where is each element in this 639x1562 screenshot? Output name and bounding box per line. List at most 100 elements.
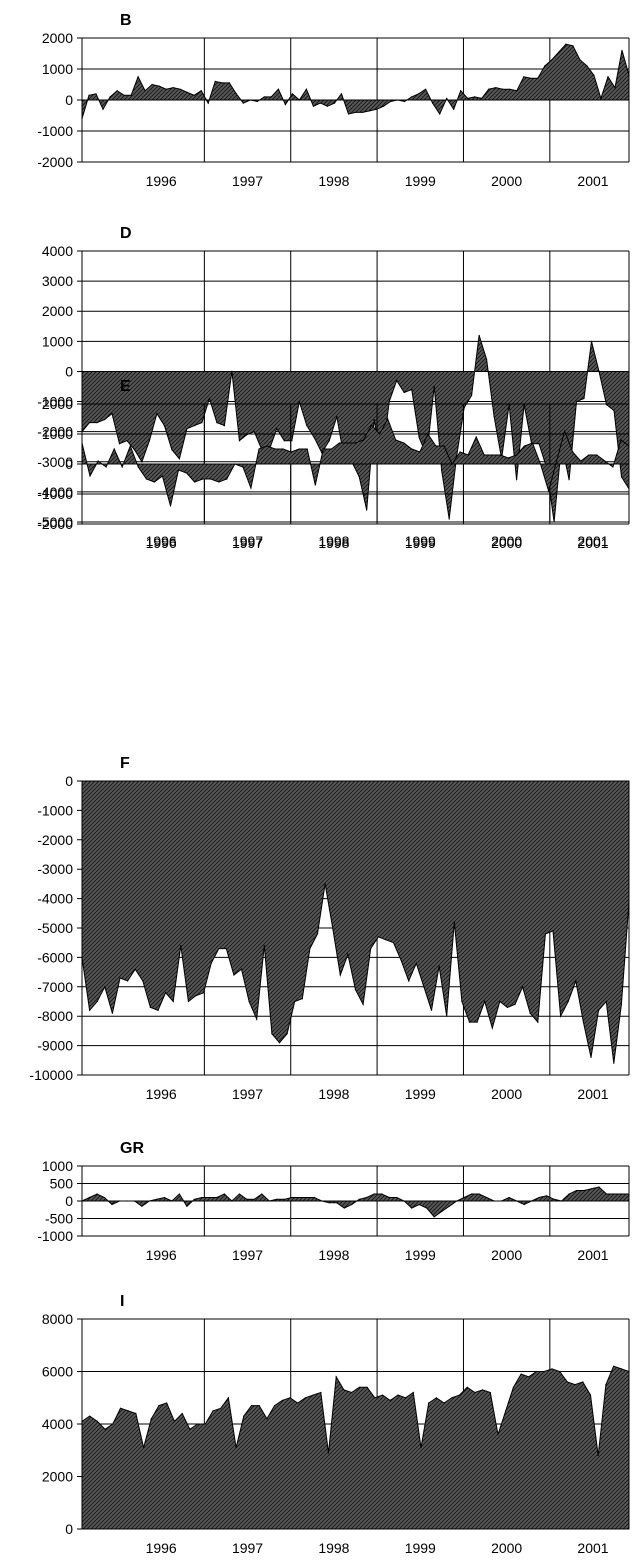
x-tick-label: 1997 [232,1540,263,1556]
data-point [427,433,429,435]
x-tick-label: 1996 [146,173,177,189]
data-point [238,440,240,442]
data-point [96,1193,98,1195]
data-point [491,1027,493,1029]
data-point [197,1423,199,1425]
data-point [374,1397,376,1399]
data-point [177,469,180,471]
data-point [370,948,372,950]
x-tick-label: 2000 [491,535,522,551]
data-point [105,466,107,468]
data-point [118,1200,121,1202]
data-point [186,91,188,93]
data-point [294,1000,296,1003]
y-tick-label: -7000 [37,979,73,995]
data-point [568,479,570,481]
data-point [322,448,324,450]
data-point [202,478,204,480]
data-point [290,451,292,453]
data-point [256,100,258,103]
data-point [145,478,147,480]
y-tick-label: 8000 [42,1311,73,1327]
data-point [451,463,453,465]
data-point [493,1200,495,1202]
data-point [362,439,365,441]
data-point [565,43,567,45]
x-tick-label: 1998 [318,1247,349,1263]
y-tick-label: 1000 [42,426,73,442]
data-point [528,1376,530,1378]
data-point [568,1193,570,1195]
data-point [403,1200,405,1202]
data-point [411,1207,413,1209]
data-point [156,413,158,415]
data-point [103,1196,106,1199]
data-point [419,451,421,453]
data-point [195,995,197,997]
data-point [468,1021,471,1023]
data-point [564,430,566,432]
data-point [268,1200,270,1202]
data-point [274,1405,276,1407]
data-point [358,476,360,478]
data-point [379,433,381,435]
y-tick-label: -8000 [37,1008,73,1024]
data-point [238,1193,240,1195]
data-point [516,1200,518,1202]
data-point [332,927,334,929]
data-point [208,397,210,400]
data-point [201,422,203,424]
data-point [148,440,150,442]
data-point [111,413,113,415]
data-point [336,416,338,418]
y-tick-label: -500 [45,1211,73,1227]
data-point [553,1198,555,1200]
data-point [186,428,188,430]
data-point [126,440,128,442]
data-point [471,1193,473,1195]
data-point [388,1196,390,1199]
data-point [467,97,469,99]
data-point [250,1405,253,1407]
data-point [193,1198,195,1200]
data-point [102,108,104,110]
data-point [443,445,445,447]
data-point [411,96,413,98]
x-tick-label: 1999 [405,1247,436,1263]
data-point [351,1203,353,1206]
data-point [489,1391,491,1394]
data-point [187,1000,189,1003]
data-point [572,451,574,453]
data-point [408,980,410,982]
data-point [242,102,244,104]
data-point [614,87,616,89]
data-point [383,105,385,107]
data-point [476,1021,478,1023]
data-point [89,1009,91,1011]
data-point [283,1198,285,1200]
data-point [96,1000,98,1003]
x-tick-label: 2001 [577,1247,608,1263]
data-point [258,1405,260,1407]
x-tick-label: 2000 [491,1540,522,1556]
y-tick-label: 2000 [42,1469,73,1485]
data-point [418,1203,420,1206]
data-point [113,448,115,450]
data-point [96,422,98,424]
data-point [604,460,606,462]
y-tick-label: 0 [65,92,73,108]
data-point [200,90,202,92]
data-point [282,448,284,450]
data-point [277,88,279,90]
data-point [178,458,180,460]
data-point [620,1193,623,1195]
x-tick-label: 1999 [405,535,436,551]
data-point [412,1391,414,1394]
data-point [596,454,598,456]
data-point [590,1188,593,1190]
data-point [235,93,237,95]
data-point [218,481,220,483]
x-tick-label: 1996 [146,533,177,549]
data-point [558,51,560,53]
data-point [589,1394,592,1396]
